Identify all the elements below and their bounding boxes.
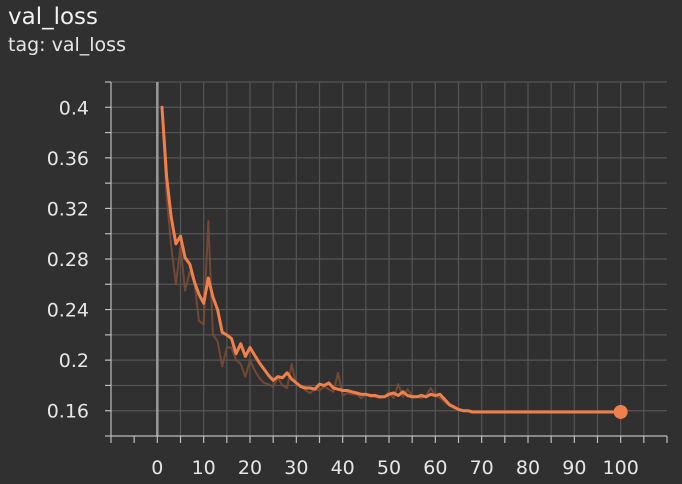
x-tick-label: 40 (331, 457, 355, 479)
x-tick-label: 30 (284, 457, 308, 479)
y-tick-label: 0.36 (47, 148, 89, 170)
y-tick-label: 0.2 (59, 350, 89, 372)
y-tick-label: 0.24 (47, 300, 89, 322)
x-tick-label: 100 (603, 457, 639, 479)
chart-header: val_loss tag: val_loss (8, 2, 126, 58)
chart-tag: tag: val_loss (8, 34, 126, 56)
x-tick-label: 70 (470, 457, 494, 479)
x-tick-label: 80 (516, 457, 540, 479)
y-tick-label: 0.4 (59, 97, 89, 119)
y-tick-labels: 0.16 0.2 0.24 0.28 0.32 0.36 0.4 (47, 97, 89, 422)
x-tick-labels: 0 10 20 30 40 50 60 70 80 90 100 (151, 457, 639, 479)
x-tick-label: 0 (151, 457, 163, 479)
y-tick-label: 0.28 (47, 249, 89, 271)
x-tick-label: 50 (377, 457, 401, 479)
series-layer (160, 105, 628, 419)
x-tick-label: 20 (238, 457, 262, 479)
chart-title: val_loss (8, 4, 99, 30)
x-tick-label: 10 (192, 457, 216, 479)
last-value-marker (613, 404, 628, 419)
x-tick-label: 60 (423, 457, 447, 479)
y-tick-label: 0.32 (47, 198, 89, 220)
raw-series-line (161, 106, 622, 413)
x-tick-label: 90 (562, 457, 586, 479)
y-tick-label: 0.16 (47, 401, 89, 423)
axes (105, 81, 668, 443)
grid-lines (111, 81, 667, 436)
smoothed-series-line (160, 105, 623, 414)
